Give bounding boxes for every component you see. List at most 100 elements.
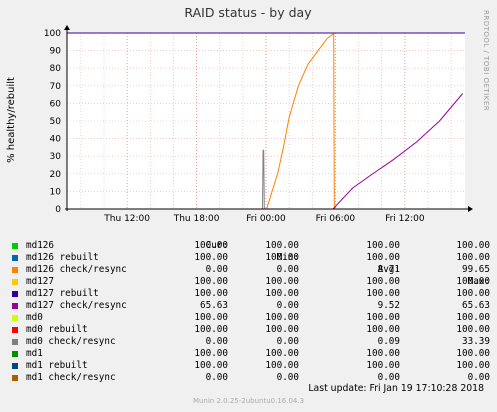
legend-max: 100.00 [456,360,490,371]
legend-swatch [12,255,18,261]
legend-min: 100.00 [265,288,299,299]
legend-row: md127 rebuilt 100.00 100.00 100.00 100.00 [10,288,490,300]
legend-cur: 100.00 [194,288,228,299]
legend-max: 100.00 [456,288,490,299]
legend-cur: 100.00 [194,360,228,371]
x-tick-label: Fri 06:00 [316,214,356,224]
legend-name: md126 rebuilt [26,252,99,263]
y-tick-label: 60 [50,99,62,109]
legend-cur: 0.00 [205,372,228,383]
legend-max: 65.63 [462,300,490,311]
legend-avg: 0.09 [377,336,400,347]
x-tick-label: Thu 18:00 [173,214,220,224]
legend-row: md126 rebuilt 100.00 100.00 100.00 100.00 [10,252,490,264]
legend-max: 99.65 [462,264,490,275]
legend-cur: 100.00 [194,240,228,251]
y-tick-label: 70 [50,82,62,92]
legend-name: md126 check/resync [26,264,127,275]
legend-swatch [12,315,18,321]
legend-avg: 100.00 [366,288,400,299]
legend-swatch [12,291,18,297]
legend-name: md127 check/resync [26,300,127,311]
legend-swatch [12,303,18,309]
legend-avg: 100.00 [366,240,400,251]
legend-header-avg: Avg: [377,264,400,275]
legend-swatch [12,339,18,345]
legend-swatch [12,243,18,249]
x-tick-label: Thu 12:00 [103,214,150,224]
legend-row: md0 100.00 100.00 100.00 100.00 [10,312,490,324]
legend-name: md0 check/resync [26,336,116,347]
legend-min: 100.00 [265,252,299,263]
legend-name: md1 check/resync [26,372,116,383]
legend-name: md0 [26,312,43,323]
legend-swatch [12,375,18,381]
legend-row: md0 rebuilt 100.00 100.00 100.00 100.00 [10,324,490,336]
legend-name: md0 rebuilt [26,324,88,335]
y-tick-label: 100 [44,29,61,39]
munin-version: Munin 2.0.25-2ubuntu0.16.04.3 [192,397,305,405]
y-tick-label: 50 [50,117,62,127]
legend-max: 100.00 [456,348,490,359]
legend-avg: 9.52 [377,300,400,311]
chart-title: RAID status - by day [184,5,312,20]
legend-avg: 100.00 [366,252,400,263]
y-tick-label: 0 [55,205,61,215]
legend-min: 0.00 [276,372,299,383]
legend-min: 100.00 [265,324,299,335]
legend-cur: 100.00 [194,348,228,359]
legend-min: 0.00 [276,300,299,311]
legend-max: 100.00 [456,252,490,263]
legend-avg: 100.00 [366,348,400,359]
legend-swatch [12,267,18,273]
legend-max: 100.00 [456,276,490,287]
legend-max: 100.00 [456,240,490,251]
legend-min: 0.00 [276,264,299,275]
legend-header-cur: Cur: [205,240,228,251]
legend-avg: 100.00 [366,360,400,371]
legend-cur: 0.00 [205,264,228,275]
legend-swatch [12,279,18,285]
y-tick-label: 30 [50,152,62,162]
legend-swatch [12,351,18,357]
x-ticks: Thu 12:00 Thu 18:00 Fri 00:00 Fri 06:00 Fri … [103,214,425,224]
legend-max: 0.00 [467,372,490,383]
y-axis-arrow [64,25,70,30]
legend-swatch [12,327,18,333]
legend-cur: 65.63 [200,300,228,311]
legend-header-min: Min: [276,252,299,263]
legend-avg: 8.71 [377,264,400,275]
legend-min: 100.00 [265,348,299,359]
legend-row: md0 check/resync 0.00 0.00 0.09 33.39 [10,336,490,348]
legend-min: 100.00 [265,360,299,371]
legend-row: md127 100.00 100.00 100.00 100.00 [10,276,490,288]
legend-row: md127 check/resync 65.63 0.00 9.52 65.63 [10,300,490,312]
legend-min: 100.00 [265,276,299,287]
legend-row: md126 check/resync 0.00 0.00 8.71 99.65 [10,264,490,276]
legend-row: md1 rebuilt 100.00 100.00 100.00 100.00 [10,360,490,372]
y-tick-label: 40 [50,135,62,145]
series-line-md127-check-resync [67,93,464,210]
legend-max: 33.39 [462,336,490,347]
legend-row: md1 check/resync 0.00 0.00 0.00 0.00 [10,372,490,384]
legend-name: md127 rebuilt [26,288,99,299]
legend-avg: 100.00 [366,312,400,323]
legend-max: 100.00 [456,324,490,335]
legend-row: md1 100.00 100.00 100.00 100.00 [10,348,490,360]
y-ticks: 0 10 20 30 40 50 60 70 80 90 100 [44,29,61,215]
legend-name: md1 [26,348,43,359]
legend-avg: 100.00 [366,324,400,335]
legend-cur: 100.00 [194,324,228,335]
y-tick-label: 90 [50,47,62,57]
last-update: Last update: Fri Jan 19 17:10:28 2018 [308,383,484,394]
chart: RAID status - by day RRDTOOL / TOBI OETI… [6,5,490,224]
legend-avg: 100.00 [366,276,400,287]
x-tick-label: Fri 12:00 [385,214,425,224]
legend-swatch [12,363,18,369]
legend-min: 0.00 [276,336,299,347]
y-tick-label: 20 [50,170,62,180]
legend-cur: 100.00 [194,252,228,263]
y-tick-label: 80 [50,64,62,74]
rrdtool-credit: RRDTOOL / TOBI OETIKER [482,10,490,111]
legend-cur: 0.00 [205,336,228,347]
